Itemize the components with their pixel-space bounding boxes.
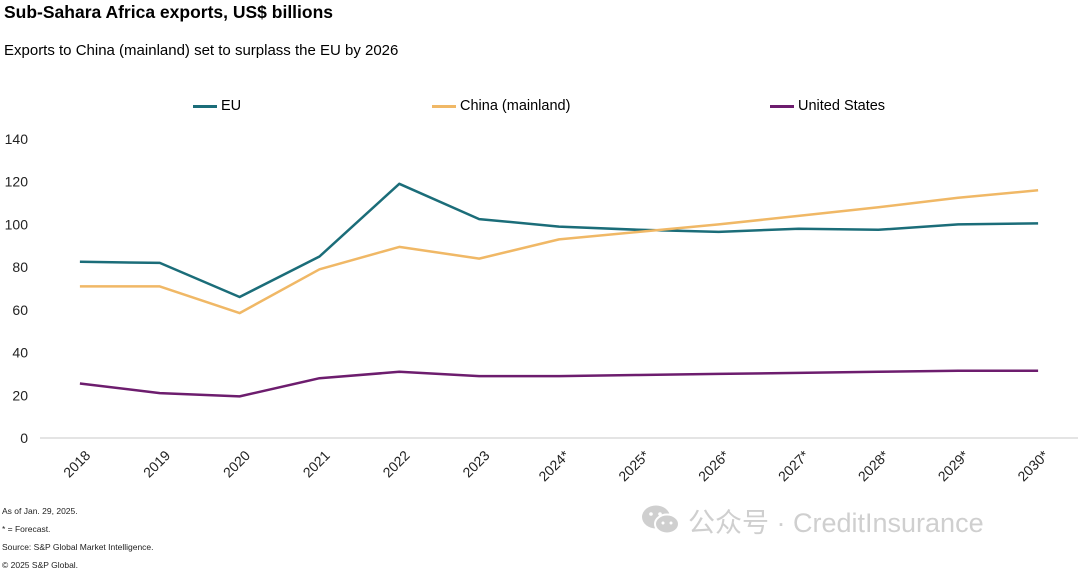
legend-label-china: China (mainland): [460, 98, 571, 114]
footnotes: As of Jan. 29, 2025. * = Forecast. Sourc…: [2, 502, 154, 574]
x-tick-label: 2020: [220, 447, 253, 480]
y-tick-label: 80: [12, 259, 28, 275]
watermark: 公众号 · CreditInsurance: [640, 502, 984, 538]
y-tick-label: 40: [12, 345, 28, 361]
x-tick-label: 2029*: [935, 447, 973, 485]
series-line-eu: [79, 182, 1039, 299]
x-tick-label: 2019: [140, 447, 173, 480]
x-tick-label: 2028*: [855, 447, 893, 485]
y-tick-label: 0: [20, 430, 28, 446]
x-tick-label: 2030*: [1014, 447, 1052, 485]
series-line-china-mainland: [79, 189, 1039, 315]
x-tick-label: 2024*: [535, 447, 573, 485]
x-tick-label: 2022: [379, 447, 412, 480]
y-tick-label: 120: [5, 174, 29, 190]
y-axis-ticks: 0 20 40 60 80 100 120 140: [5, 131, 29, 446]
legend-swatch-china: [432, 104, 456, 108]
x-axis-ticks: 2018 2019 2020 2021 2022 2023 2024* 2025* 2026* 2…: [60, 447, 1052, 485]
series-line-united-states: [79, 369, 1039, 398]
legend-item-united-states: United States: [770, 96, 885, 116]
legend-item-eu: EU: [193, 96, 241, 116]
legend-item-china: China (mainland): [432, 96, 570, 116]
watermark-text: 公众号 · CreditInsurance: [688, 507, 984, 538]
x-tick-label: 2018: [60, 447, 93, 480]
x-tick-label: 2027*: [775, 447, 813, 485]
x-tick-label: 2026*: [695, 447, 733, 485]
legend-label-eu: EU: [221, 98, 242, 114]
series-lines: [79, 182, 1039, 398]
chart-title: Sub-Sahara Africa exports, US$ billions: [4, 2, 334, 22]
note-forecast: * = Forecast.: [2, 524, 51, 534]
note-source: Source: S&P Global Market Intelligence.: [2, 542, 154, 552]
chart-subtitle: Exports to China (mainland) set to surpl…: [4, 42, 399, 59]
y-tick-label: 60: [12, 302, 28, 318]
y-tick-label: 140: [5, 131, 29, 147]
note-copyright: © 2025 S&P Global.: [2, 560, 79, 570]
y-tick-label: 100: [5, 216, 29, 232]
x-tick-label: 2025*: [615, 447, 653, 485]
y-tick-label: 20: [12, 387, 28, 403]
legend-label-united-states: United States: [798, 98, 886, 114]
x-tick-label: 2023: [459, 447, 492, 480]
legend-swatch-united-states: [770, 104, 794, 108]
x-tick-label: 2021: [300, 447, 333, 480]
legend-swatch-eu: [193, 104, 217, 108]
wechat-icon: [642, 505, 680, 535]
note-as-of: As of Jan. 29, 2025.: [2, 506, 78, 516]
